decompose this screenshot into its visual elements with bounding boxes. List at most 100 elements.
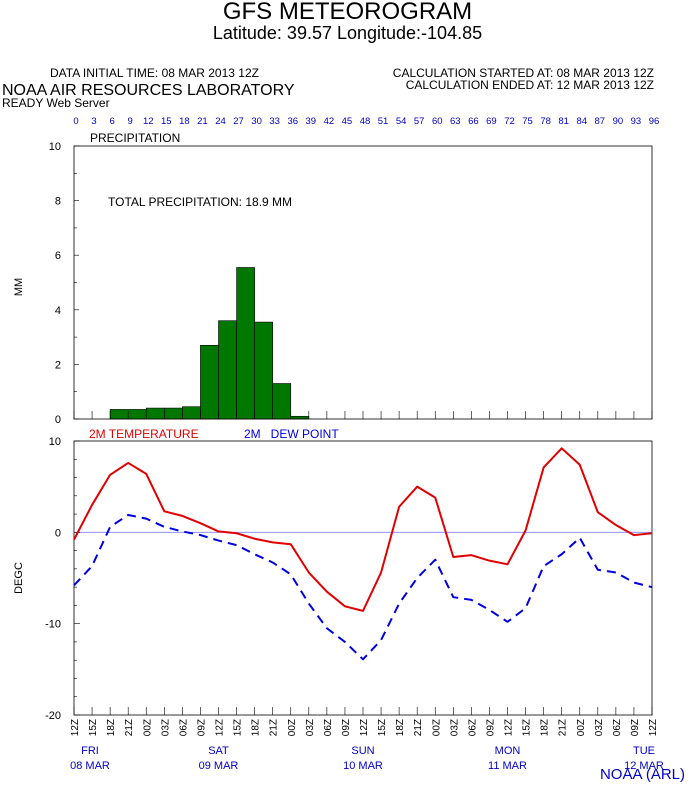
forecast-hour-label: 96 <box>649 116 660 127</box>
forecast-hour-label: 30 <box>251 116 262 127</box>
day-label: MON <box>495 745 521 757</box>
precip-y-axis-label: MM <box>13 278 25 296</box>
time-tick-label: 09Z <box>196 719 207 736</box>
forecast-hour-label: 57 <box>414 116 425 127</box>
temp-y-tick-label: 10 <box>49 436 61 448</box>
temp-y-axis-label: DEGC <box>13 562 25 594</box>
time-tick-label: 12Z <box>70 719 81 736</box>
precip-bar <box>164 407 183 420</box>
time-tick-label: 21Z <box>558 719 569 736</box>
time-tick-label: 21Z <box>413 719 424 736</box>
forecast-hour-label: 33 <box>269 116 280 127</box>
temp-y-tick-label: 0 <box>55 527 61 539</box>
server-name: READY Web Server <box>2 96 110 110</box>
forecast-hour-label: 72 <box>504 116 515 127</box>
forecast-hour-label: 51 <box>378 116 389 127</box>
time-tick-label: 03Z <box>594 719 605 736</box>
calculation-started: CALCULATION STARTED AT: 08 MAR 2013 12Z <box>392 66 654 80</box>
forecast-hour-label: 9 <box>128 116 133 127</box>
precip-y-tick-label: 10 <box>49 141 61 153</box>
time-tick-label: 18Z <box>251 719 262 736</box>
time-tick-label: 09Z <box>341 719 352 736</box>
time-tick-label: 00Z <box>142 719 153 736</box>
time-tick-label: 00Z <box>431 719 442 736</box>
time-tick-label: 12Z <box>215 719 226 736</box>
time-tick-label: 03Z <box>160 719 171 736</box>
time-tick-label: 15Z <box>88 719 99 736</box>
forecast-hour-label: 36 <box>287 116 298 127</box>
date-label: 08 MAR <box>70 760 110 772</box>
time-tick-label: 15Z <box>522 719 533 736</box>
legend-temperature-label: 2M TEMPERATURE <box>89 427 199 441</box>
time-tick-label: 09Z <box>485 719 496 736</box>
time-tick-label: 06Z <box>612 719 623 736</box>
page-title: GFS METEOROGRAM <box>222 0 473 25</box>
time-tick-label: 18Z <box>106 719 117 736</box>
time-tick-label: 06Z <box>323 719 334 736</box>
forecast-hour-label: 66 <box>468 116 479 127</box>
precip-bar <box>272 383 292 420</box>
temp-frame <box>73 440 653 716</box>
forecast-hour-label: 24 <box>215 116 226 127</box>
forecast-hour-label: 48 <box>360 116 371 127</box>
time-tick-label: 12Z <box>359 719 370 736</box>
precip-bar <box>200 344 219 420</box>
time-tick-label: 09Z <box>630 719 641 736</box>
forecast-hour-label: 81 <box>558 116 569 127</box>
precip-y-tick-label: 0 <box>55 414 61 426</box>
forecast-hour-label: 15 <box>161 116 172 127</box>
data-initial-time: DATA INITIAL TIME: 08 MAR 2013 12Z <box>50 66 259 80</box>
time-tick-label: 03Z <box>305 719 316 736</box>
forecast-hour-label: 3 <box>91 116 96 127</box>
time-tick-label: 21Z <box>269 719 280 736</box>
time-tick-label: 21Z <box>124 719 135 736</box>
forecast-hour-label: 45 <box>342 116 353 127</box>
forecast-hour-label: 0 <box>73 116 78 127</box>
time-tick-label: 06Z <box>178 719 189 736</box>
precip-bar <box>182 406 201 420</box>
forecast-hour-label: 12 <box>143 116 154 127</box>
forecast-hour-label: 42 <box>324 116 335 127</box>
precip-y-tick-label: 2 <box>55 359 61 371</box>
precip-bar <box>254 321 273 420</box>
forecast-hour-label: 90 <box>613 116 624 127</box>
time-tick-label: 18Z <box>395 719 406 736</box>
date-label: 09 MAR <box>199 760 239 772</box>
precip-bar <box>236 267 255 420</box>
forecast-hour-label: 93 <box>631 116 642 127</box>
lab-name: NOAA AIR RESOURCES LABORATORY <box>2 82 295 99</box>
precip-bar <box>290 415 310 420</box>
temp-y-tick-label: -20 <box>45 710 61 722</box>
time-tick-label: 15Z <box>233 719 244 736</box>
forecast-hour-label: 69 <box>486 116 497 127</box>
time-tick-label: 15Z <box>377 719 388 736</box>
precip-title: PRECIPITATION <box>90 131 180 145</box>
time-tick-label: 12Z <box>504 719 515 736</box>
precip-bar <box>145 407 165 420</box>
day-label: SAT <box>208 745 229 757</box>
forecast-hour-label: 39 <box>306 116 317 127</box>
time-tick-label: 03Z <box>449 719 460 736</box>
precip-y-tick-label: 8 <box>55 196 61 208</box>
day-label: SUN <box>351 745 374 757</box>
precip-total-annotation: TOTAL PRECIPITATION: 18.9 MM <box>108 195 292 209</box>
precip-bar <box>218 320 237 420</box>
calculation-ended: CALCULATION ENDED AT: 12 MAR 2013 12Z <box>405 78 654 92</box>
date-label: 10 MAR <box>343 760 383 772</box>
time-tick-label: 06Z <box>467 719 478 736</box>
forecast-hour-label: 75 <box>522 116 533 127</box>
date-label: 12 MAR <box>624 760 664 772</box>
temp-y-tick-label: -10 <box>45 619 61 631</box>
forecast-hour-label: 63 <box>450 116 461 127</box>
precip-y-tick-label: 4 <box>55 305 61 317</box>
footer-credit: NOAA (ARL) <box>599 766 685 783</box>
day-label: FRI <box>81 745 99 757</box>
temperature-line <box>73 447 653 612</box>
time-tick-label: 18Z <box>540 719 551 736</box>
time-tick-label: 00Z <box>287 719 298 736</box>
forecast-hour-label: 21 <box>197 116 208 127</box>
legend-dewpoint-label: 2M DEW POINT <box>244 427 339 441</box>
date-label: 11 MAR <box>488 760 527 772</box>
forecast-hour-label: 6 <box>109 116 114 127</box>
